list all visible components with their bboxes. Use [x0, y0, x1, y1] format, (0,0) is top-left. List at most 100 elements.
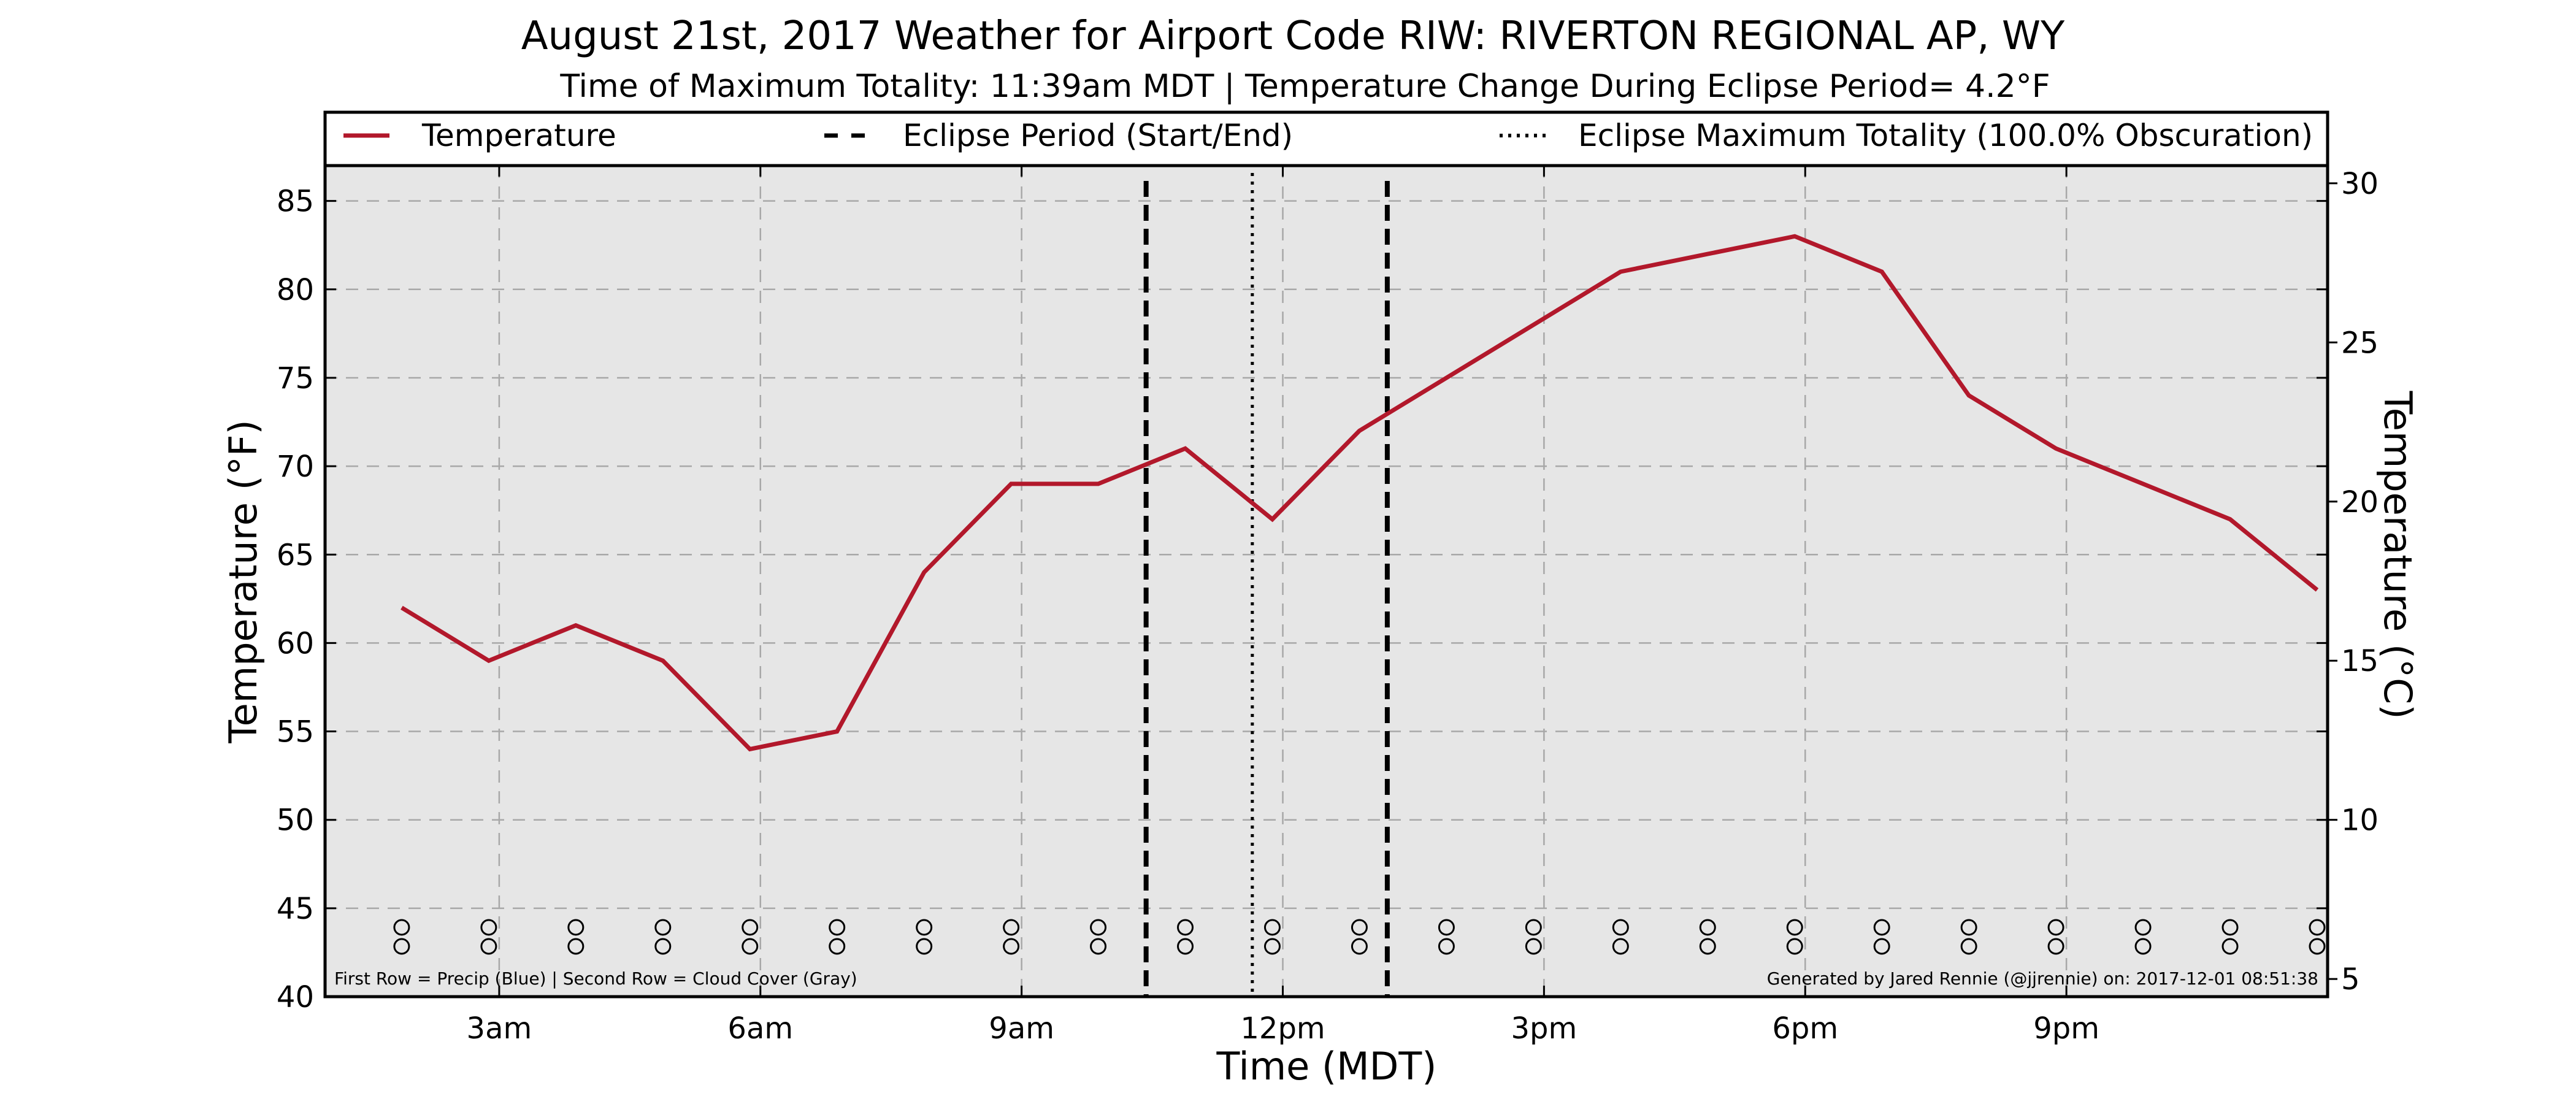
y-right-tick-label: 30 [2341, 167, 2379, 201]
precip-marker [567, 919, 585, 936]
cloud-cover-marker [1438, 938, 1455, 955]
temperature-point [835, 730, 839, 734]
cloud-cover-marker [393, 938, 410, 955]
precip-marker [1438, 919, 1455, 936]
cloud-cover-marker [1263, 938, 1281, 955]
cloud-cover-marker [480, 938, 497, 955]
y-right-tick-label: 20 [2341, 485, 2379, 519]
temperature-point [922, 570, 926, 574]
cloud-cover-marker [1003, 938, 1020, 955]
cloud-cover-marker [1525, 938, 1542, 955]
x-tick-label: 12pm [1240, 1011, 1325, 1046]
y-tick-label: 60 [277, 626, 314, 661]
temperature-point [1097, 482, 1100, 486]
cloud-cover-marker [1699, 938, 1716, 955]
temperature-point [400, 606, 404, 610]
temperature-line [401, 234, 2319, 752]
x-axis-label: Time (MDT) [1216, 1044, 1437, 1089]
y-axis-right: 5 10 15 20 25 30 [2328, 167, 2379, 997]
precip-marker [1263, 919, 1281, 936]
y-right-tick-label: 25 [2341, 326, 2379, 360]
y-tick-label: 40 [277, 980, 314, 1014]
legend: Temperature Eclipse Period (Start/End) E… [323, 110, 2329, 167]
temperature-point [1270, 518, 1274, 521]
temperature-point [1531, 323, 1535, 326]
y-axis-right-label: Temperature (°C) [2375, 390, 2420, 719]
precip-marker [1612, 919, 1629, 936]
precip-marker [1699, 919, 1716, 936]
cloud-cover-marker [654, 938, 672, 955]
temperature-point [574, 624, 578, 627]
cloud-cover-marker [829, 938, 846, 955]
precip-marker [1351, 919, 1368, 936]
cloud-cover-marker [1873, 938, 1890, 955]
y-right-tick-label: 5 [2341, 962, 2360, 997]
y-tick-label: 55 [277, 715, 314, 749]
temperature-point [661, 659, 665, 662]
legend-temperature-label: Temperature [421, 118, 616, 153]
y-axis-left: 40 45 50 55 60 65 70 75 80 85 [277, 185, 2328, 1014]
cloud-cover-marker [1090, 938, 1107, 955]
temperature-point [487, 659, 491, 662]
temperature-point [2315, 588, 2319, 592]
temperature-point [1010, 482, 1013, 486]
y-right-tick-label: 10 [2341, 803, 2379, 838]
cloud-cover-marker [1960, 938, 1977, 955]
temperature-point [1880, 270, 1884, 274]
x-tick-label: 6am [727, 1011, 793, 1046]
temperature-point [1793, 234, 1796, 238]
footnote-right: Generated by Jared Rennie (@jjrennie) on… [1767, 968, 2318, 989]
y-axis-label: Temperature (°F) [221, 420, 266, 743]
precip-marker [2047, 919, 2064, 936]
x-axis: 3am 6am 9am 12pm 3pm 6pm 9pm [467, 166, 2099, 1046]
temperature-point [2141, 482, 2145, 486]
precip-marker [1177, 919, 1194, 936]
precip-marker [480, 919, 497, 936]
cloud-cover-marker [1612, 938, 1629, 955]
precip-marker [1960, 919, 1977, 936]
temperature-point [1444, 376, 1448, 380]
footnote-left: First Row = Precip (Blue) | Second Row =… [334, 968, 857, 989]
precip-marker [916, 919, 933, 936]
y-tick-label: 80 [277, 273, 314, 307]
plot-area [325, 166, 2328, 997]
legend-box [323, 110, 2329, 167]
cloud-cover-marker [2047, 938, 2064, 955]
cloud-cover-marker [567, 938, 585, 955]
precip-marker [829, 919, 846, 936]
x-tick-label: 9pm [2033, 1011, 2099, 1046]
precip-marker [1525, 919, 1542, 936]
y-tick-label: 45 [277, 892, 314, 926]
x-tick-label: 9am [989, 1011, 1054, 1046]
precip-marker [2221, 919, 2239, 936]
x-tick-label: 3am [467, 1011, 532, 1046]
cloud-cover-marker [1351, 938, 1368, 955]
y-right-tick-label: 15 [2341, 644, 2379, 678]
precip-marker [1090, 919, 1107, 936]
y-tick-label: 75 [277, 361, 314, 396]
cloud-cover-marker [1786, 938, 1803, 955]
chart-subtitle: Time of Maximum Totality: 11:39am MDT | … [559, 68, 2050, 105]
temperature-point [2228, 518, 2232, 521]
temperature-point [1184, 447, 1187, 450]
cloud-cover-marker [2134, 938, 2152, 955]
temperature-point [748, 747, 752, 751]
cloud-cover-marker [2309, 938, 2326, 955]
precip-marker [1003, 919, 1020, 936]
y-tick-label: 70 [277, 450, 314, 484]
x-tick-label: 3pm [1511, 1011, 1577, 1046]
temperature-point [1619, 270, 1622, 274]
precip-marker [742, 919, 759, 936]
precip-marker [1786, 919, 1803, 936]
temperature-point [1357, 429, 1361, 432]
observation-markers [393, 919, 2326, 955]
precip-marker [393, 919, 410, 936]
x-tick-label: 6pm [1772, 1011, 1838, 1046]
legend-eclipse-period-label: Eclipse Period (Start/End) [903, 118, 1293, 153]
cloud-cover-marker [742, 938, 759, 955]
eclipse-lines [1143, 173, 1390, 997]
cloud-cover-marker [916, 938, 933, 955]
precip-marker [1873, 919, 1890, 936]
cloud-cover-marker [2221, 938, 2239, 955]
